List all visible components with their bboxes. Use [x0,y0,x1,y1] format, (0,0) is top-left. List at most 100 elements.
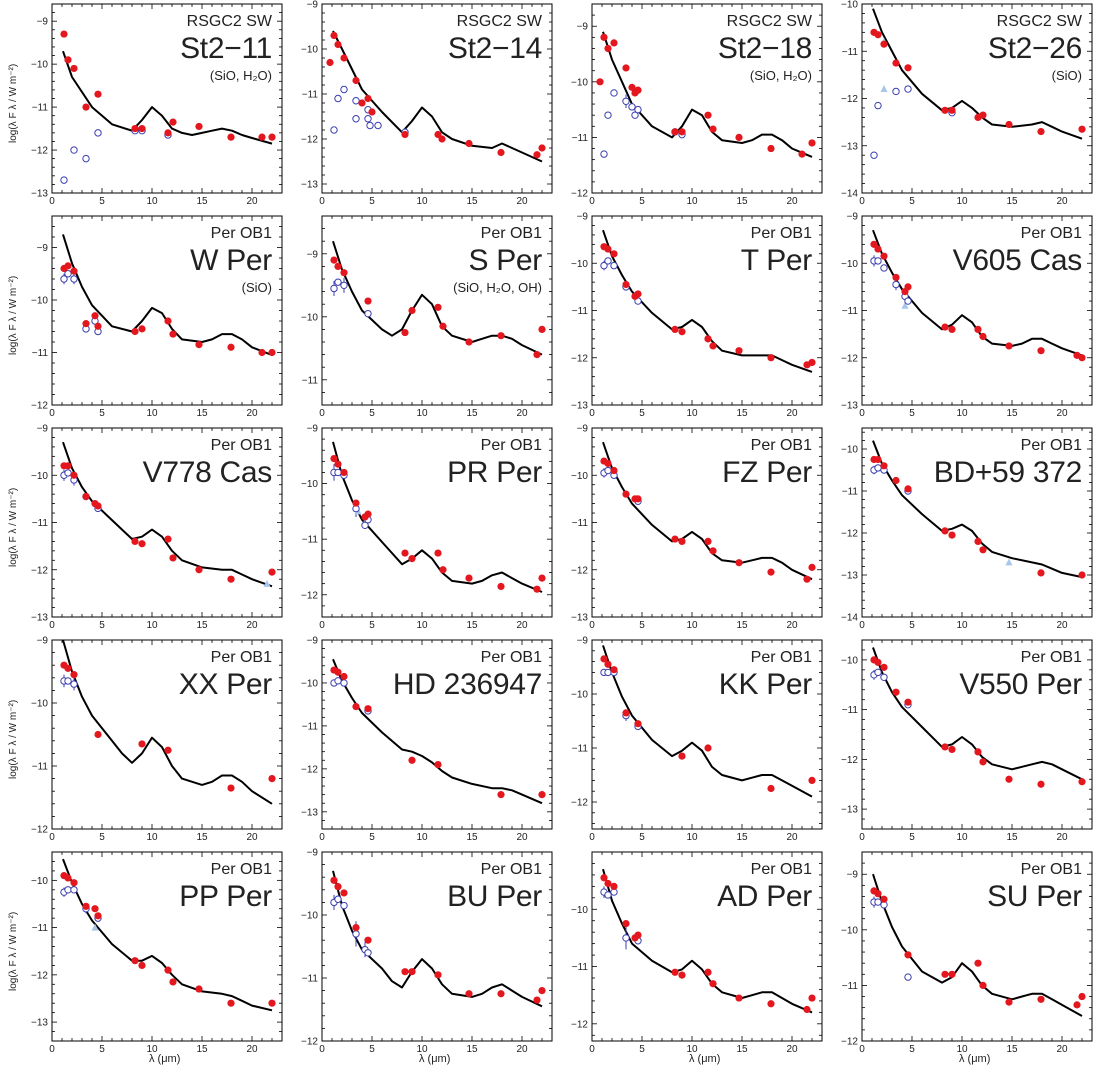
open-circle-point [352,97,360,105]
filled-point [622,280,630,289]
filled-point [904,951,912,959]
filled-point [94,912,102,920]
plot-frame [591,639,823,830]
y-tick-label: −11 [842,705,859,716]
filled-point [948,325,956,333]
y-tick-label: −12 [301,1037,318,1048]
filled-point [974,748,982,756]
y-tick-label: −9 [307,249,319,260]
y-tick-label: −11 [32,923,49,934]
y-tick-label: −11 [302,535,319,546]
filled-point [941,743,949,751]
filled-point [227,999,235,1007]
star-name: S Per [468,244,542,277]
plot-frame [861,639,1093,830]
x-tick-label: 0 [319,196,325,207]
filled-point [465,574,473,582]
open-circle-point [892,87,900,96]
plot-frame [591,851,823,1042]
filled-point [622,490,630,498]
filled-point [604,459,612,468]
plot-frame [861,215,1093,406]
filled-point [874,245,882,253]
y-tick-label: −11 [32,348,49,359]
open-circle-point [604,466,612,475]
y-tick-label: −13 [301,807,318,818]
x-tick-label: 10 [956,1044,968,1055]
x-tick-label: 10 [146,620,158,631]
y-tick-label: −9 [307,424,319,435]
filled-point [803,1005,811,1014]
filled-point [340,269,348,277]
plot-area: 0 5 10 15 20 −13 −12 −11 −10 −9 [31,424,283,631]
model-sed-line [332,30,543,163]
filled-point [880,895,888,903]
filled-point [138,325,146,333]
x-tick-label: 0 [49,408,55,419]
model-sed-line [602,31,813,158]
maser-label: (SiO, H₂O) [209,68,272,83]
filled-point [131,537,139,545]
y-tick-label: −10 [301,312,318,323]
open-circle-point [70,275,78,283]
open-circle-point [352,115,360,123]
plot-frame [861,427,1093,618]
x-tick-label: 20 [516,832,528,843]
maser-label: (SiO, H₂O, OH) [453,280,542,295]
y-tick-label: −12 [841,529,858,540]
filled-point [803,575,811,583]
x-tick-label: 0 [319,408,325,419]
open-circle-point [600,150,608,158]
y-tick-label: −11 [842,487,859,498]
filled-point [709,342,717,350]
sed-panel: 0 5 10 15 20 −12 −11 −10 −9 RSGC2 SW St2−18 (SiO, H… [571,3,823,207]
filled-point [709,125,717,133]
open-circle-point [64,886,72,894]
y-tick-label: −9 [37,636,49,647]
filled-point [434,303,442,311]
filled-point [70,471,78,479]
filled-point [538,987,546,995]
filled-point [941,323,949,331]
y-tick-label: −9 [307,848,319,859]
filled-point [169,330,177,338]
filled-point [164,317,172,325]
x-tick-label: 5 [909,1044,915,1055]
x-tick-label: 0 [859,1044,865,1055]
plot-frame [591,215,823,406]
filled-point [70,267,78,275]
filled-point [1078,778,1086,786]
model-sed-line [872,8,1083,140]
filled-point [974,959,982,967]
star-name: St2−14 [447,32,542,65]
filled-point [538,791,546,799]
filled-point [364,94,372,103]
x-tick-label: 5 [99,620,105,631]
filled-point [941,106,949,114]
filled-point [767,354,775,362]
x-tick-label: 0 [589,1044,595,1055]
y-tick-label: −13 [841,401,858,412]
filled-point [497,791,505,799]
x-tick-label: 20 [246,1044,258,1055]
model-sed-line [872,440,1083,579]
filled-point [678,971,686,979]
open-circle-point [610,261,618,270]
y-tick-label: −9 [577,424,589,435]
y-tick-label: −9 [37,243,49,254]
x-tick-label: 5 [99,408,105,419]
filled-point [70,879,78,887]
filled-point [1037,347,1045,355]
plot-frame [51,851,283,1042]
filled-point [131,957,139,965]
x-tick-label: 15 [466,620,478,631]
sed-panel: 0 5 10 15 20 −14 −13 −12 −11 −10 Per OB1 BD+59 372 [841,427,1093,631]
x-tick-label: 5 [99,196,105,207]
y-tick-label: −10 [301,479,318,490]
filled-point [164,535,172,543]
star-name: AD Per [717,880,812,913]
filled-point [892,273,900,282]
filled-point [94,90,102,98]
sed-panel: 0 5 10 15 20 −12 −11 −10 −9 Per OB1 W Per (SiO) [31,215,283,419]
open-circle-point [874,101,882,110]
